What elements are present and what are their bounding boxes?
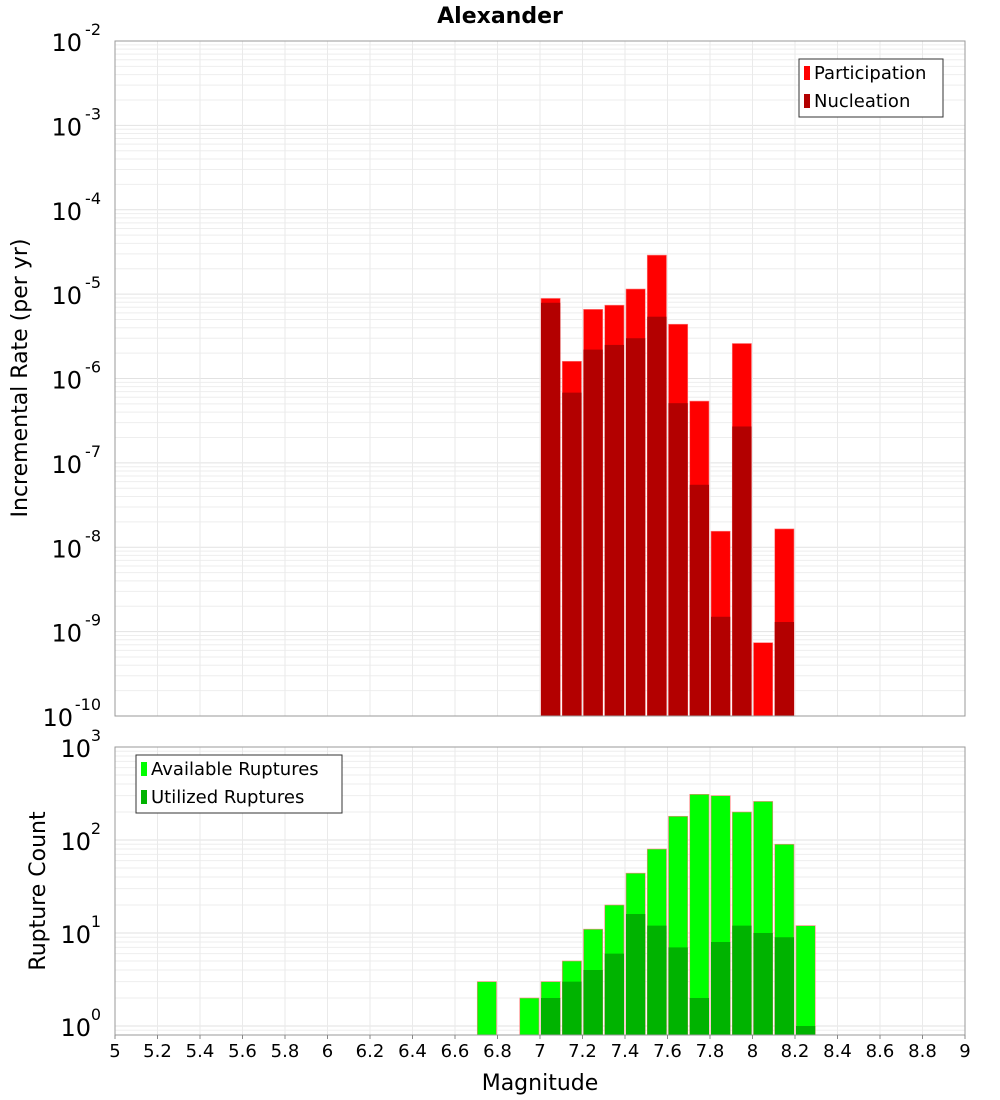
y-tick-exponent: -10 — [75, 695, 101, 714]
y-tick-label: 10 — [42, 704, 73, 732]
bar-utilized-ruptures — [541, 997, 561, 1035]
x-tick-label: 8.6 — [866, 1041, 895, 1062]
bar-nucleation — [541, 302, 561, 716]
bar-nucleation — [562, 392, 582, 716]
bar-utilized-ruptures — [753, 932, 773, 1035]
bar-utilized-ruptures — [647, 925, 667, 1035]
bar-nucleation — [689, 484, 709, 716]
bar-utilized-ruptures — [732, 925, 752, 1035]
legend-swatch — [141, 762, 147, 776]
y-tick-label: 10 — [51, 29, 82, 57]
y-tick-label: 10 — [51, 451, 82, 479]
x-tick-label: 6.2 — [356, 1041, 385, 1062]
y-tick-exponent: -3 — [85, 104, 101, 123]
bar-utilized-ruptures — [583, 969, 603, 1035]
y-tick-exponent: -4 — [85, 189, 101, 208]
x-tick-label: 7.8 — [696, 1041, 725, 1062]
y-tick-label: 10 — [60, 921, 91, 949]
bar-utilized-ruptures — [604, 953, 624, 1035]
y-tick-label: 10 — [60, 828, 91, 856]
x-tick-label: 7.2 — [568, 1041, 597, 1062]
legend-label: Participation — [814, 63, 926, 84]
legend-box — [798, 58, 944, 118]
x-tick-label: 9 — [959, 1041, 970, 1062]
bottom-y-axis-label: Rupture Count — [26, 811, 51, 971]
bar-available-ruptures — [476, 981, 497, 1036]
bar-utilized-ruptures — [796, 1025, 816, 1035]
x-tick-label: 6.6 — [441, 1041, 470, 1062]
bar-available-ruptures — [519, 997, 540, 1036]
y-tick-label: 10 — [51, 367, 82, 395]
legend-label: Utilized Ruptures — [151, 787, 304, 808]
legend: Available Ruptures Utilized Ruptures — [135, 754, 343, 814]
bar-utilized-ruptures — [711, 942, 731, 1035]
bar-nucleation — [647, 316, 667, 716]
x-tick-label: 8 — [747, 1041, 758, 1062]
y-tick-exponent: -6 — [85, 358, 101, 377]
y-tick-label: 10 — [51, 535, 82, 563]
x-tick-label: 8.4 — [823, 1041, 852, 1062]
y-tick-exponent: 1 — [91, 912, 101, 931]
x-tick-label: 7 — [534, 1041, 545, 1062]
x-tick-label: 7.6 — [653, 1041, 682, 1062]
legend-swatch — [804, 66, 810, 80]
bar-nucleation — [626, 338, 646, 716]
y-tick-label: 10 — [51, 620, 82, 648]
top-y-axis-label: Incremental Rate (per yr) — [8, 239, 33, 518]
count-panel: 10 010 110 210 35 5.2 5.4 5.6 5.8 6 6.2 6.4 6.6 6.8 7 7… — [60, 726, 970, 1062]
legend-swatch — [141, 790, 147, 804]
bar-nucleation — [774, 622, 794, 716]
x-tick-label: 7.4 — [611, 1041, 640, 1062]
y-tick-label: 10 — [51, 113, 82, 141]
bar-utilized-ruptures — [689, 997, 709, 1035]
plot-border — [114, 40, 966, 717]
y-tick-label: 10 — [60, 1014, 91, 1042]
bar-utilized-ruptures — [774, 937, 794, 1035]
y-tick-label: 10 — [51, 282, 82, 310]
legend-box — [135, 754, 343, 814]
y-tick-label: 10 — [51, 198, 82, 226]
bar-utilized-ruptures — [562, 981, 582, 1035]
x-tick-label: 5.8 — [271, 1041, 300, 1062]
bar-utilized-ruptures — [626, 914, 646, 1035]
bar-nucleation — [732, 426, 752, 716]
y-tick-exponent: 3 — [91, 726, 101, 745]
chart-title: Alexander — [437, 4, 563, 29]
bar-utilized-ruptures — [668, 947, 688, 1035]
y-tick-exponent: 2 — [91, 819, 101, 838]
x-tick-label: 5.4 — [186, 1041, 215, 1062]
y-tick-exponent: -7 — [85, 442, 101, 461]
bar-available-ruptures — [795, 925, 816, 1036]
legend-swatch — [804, 94, 810, 108]
y-tick-exponent: -2 — [85, 20, 101, 39]
bar-nucleation — [583, 349, 603, 716]
x-tick-label: 8.2 — [781, 1041, 810, 1062]
y-tick-exponent: -9 — [85, 611, 101, 630]
legend-label: Available Ruptures — [151, 759, 319, 780]
x-tick-label: 6.4 — [398, 1041, 427, 1062]
y-tick-exponent: 0 — [91, 1005, 101, 1024]
y-tick-label: 10 — [60, 735, 91, 763]
x-tick-label: 6 — [322, 1041, 333, 1062]
x-tick-label: 5.6 — [228, 1041, 257, 1062]
bar-participation — [753, 642, 774, 717]
bar-nucleation — [604, 344, 624, 716]
bar-nucleation — [668, 403, 688, 716]
legend: Participation Nucleation — [798, 58, 944, 118]
x-tick-label: 8.8 — [908, 1041, 937, 1062]
y-tick-exponent: -5 — [85, 273, 101, 292]
x-tick-label: 6.8 — [483, 1041, 512, 1062]
bar-nucleation — [711, 616, 731, 716]
x-tick-label: 5.2 — [143, 1041, 172, 1062]
y-tick-exponent: -8 — [85, 526, 101, 545]
legend-label: Nucleation — [814, 91, 910, 112]
x-tick-label: 5 — [109, 1041, 120, 1062]
x-axis-label: Magnitude — [482, 1071, 599, 1096]
